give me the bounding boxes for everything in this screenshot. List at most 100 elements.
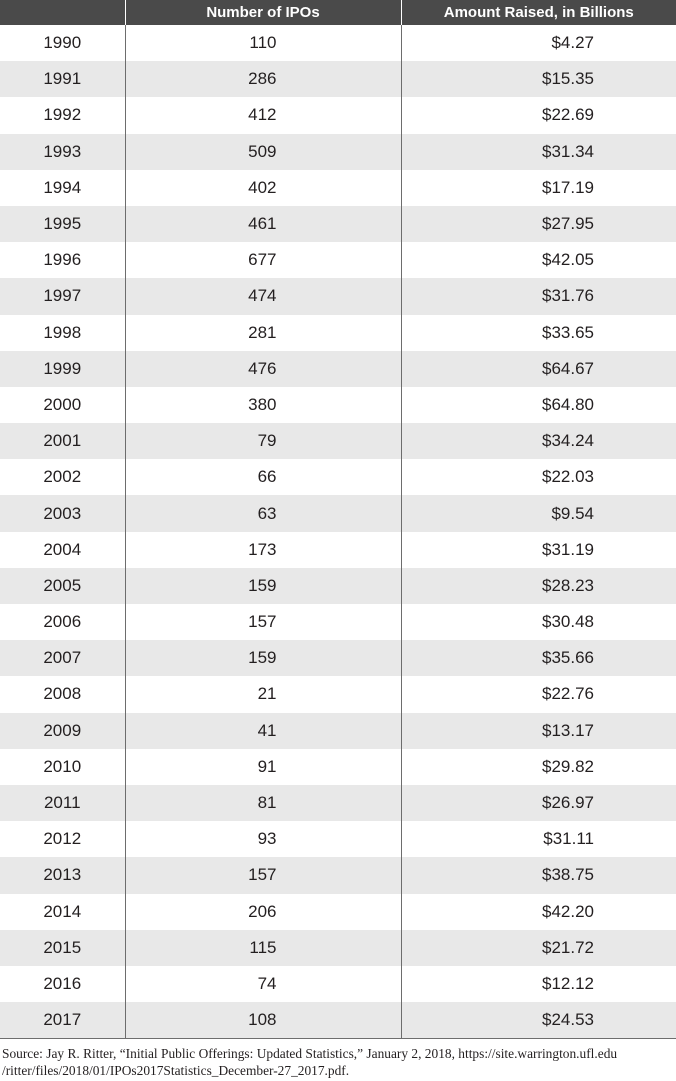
ipo-count-cell: 41 xyxy=(124,712,401,749)
ipo-count-cell: 63 xyxy=(124,495,401,532)
amount-raised-cell: $12.12 xyxy=(400,965,676,1003)
year-cell: 2005 xyxy=(43,575,82,595)
ipo-count-cell: 286 xyxy=(124,61,401,98)
table-row: 2009 41 $13.17 xyxy=(0,712,676,749)
table-row: 1999 476 $64.67 xyxy=(0,350,676,387)
amount-raised-cell: $34.24 xyxy=(400,423,676,460)
ipo-count-cell: 91 xyxy=(124,748,401,785)
amount-raised-cell: $24.53 xyxy=(400,1002,676,1039)
ipo-count-cell: 380 xyxy=(124,386,401,424)
table-row: 2001 79 $34.24 xyxy=(0,423,676,460)
table-row: 1994 402 $17.19 xyxy=(0,169,676,206)
amount-raised-cell: $22.03 xyxy=(400,459,676,496)
table-row: 2017 108 $24.53 xyxy=(0,1002,676,1039)
amount-raised-cell: $9.54 xyxy=(400,495,676,532)
year-cell: 2006 xyxy=(43,612,82,632)
ipo-count-cell: 509 xyxy=(124,133,401,170)
source-line-1: Source: Jay R. Ritter, “Initial Public O… xyxy=(2,1045,618,1061)
ipo-count-cell: 402 xyxy=(124,169,401,206)
table-row: 2010 91 $29.82 xyxy=(0,748,676,785)
ipo-count-cell: 461 xyxy=(124,205,401,243)
year-cell: 1993 xyxy=(43,141,82,161)
amount-raised-cell: $64.80 xyxy=(400,386,676,424)
ipo-count-cell: 74 xyxy=(124,965,401,1003)
table-row: 2002 66 $22.03 xyxy=(0,459,676,496)
year-cell: 2017 xyxy=(0,1002,125,1039)
year-cell: 2000 xyxy=(43,394,82,414)
table-row: 2014 206 $42.20 xyxy=(0,893,676,930)
ipo-count-cell: 412 xyxy=(124,97,401,134)
table-row: 2006 157 $30.48 xyxy=(0,604,676,641)
ipo-statistics-table: Number of IPOs Amount Raised, in Billion… xyxy=(0,0,676,1039)
year-cell: 2009 xyxy=(43,720,82,740)
ipo-count-cell: 108 xyxy=(124,1002,401,1039)
header-year xyxy=(0,0,125,25)
amount-raised-cell: $22.69 xyxy=(400,97,676,134)
amount-raised-cell: $21.72 xyxy=(400,929,676,966)
ipo-count-cell: 157 xyxy=(124,604,401,641)
table-row: 1991 286 $15.35 xyxy=(0,61,676,98)
amount-raised-cell: $15.35 xyxy=(400,61,676,98)
year-cell: 1997 xyxy=(43,286,82,306)
amount-raised-cell: $22.76 xyxy=(400,676,676,713)
table-row: 1996 677 $42.05 xyxy=(0,242,676,279)
amount-raised-cell: $27.95 xyxy=(400,205,676,243)
table-row: 2011 81 $26.97 xyxy=(0,784,676,822)
table-row: 1990 110 $4.27 xyxy=(0,25,676,62)
amount-raised-cell: $31.19 xyxy=(400,531,676,568)
amount-raised-cell: $31.76 xyxy=(400,278,676,315)
amount-raised-cell: $4.27 xyxy=(400,25,676,62)
year-cell: 2007 xyxy=(43,648,82,668)
table-row: 1992 412 $22.69 xyxy=(0,97,676,134)
year-cell: 1999 xyxy=(43,358,82,378)
year-cell: 2010 xyxy=(43,756,82,776)
year-cell: 2008 xyxy=(43,684,82,704)
table-row: 1997 474 $31.76 xyxy=(0,278,676,315)
header-amount-raised: Amount Raised, in Billions xyxy=(400,0,676,25)
year-cell: 1996 xyxy=(43,250,82,270)
year-cell: 1991 xyxy=(43,69,82,89)
amount-raised-cell: $29.82 xyxy=(400,748,676,785)
ipo-count-cell: 81 xyxy=(124,784,401,822)
amount-raised-cell: $64.67 xyxy=(400,350,676,387)
amount-raised-cell: $26.97 xyxy=(400,784,676,822)
table-row: 2000 380 $64.80 xyxy=(0,386,676,424)
year-cell: 1998 xyxy=(43,322,82,342)
amount-raised-cell: $33.65 xyxy=(400,314,676,351)
table-row: 2013 157 $38.75 xyxy=(0,857,676,894)
amount-raised-cell: $31.34 xyxy=(400,133,676,170)
table-row: 1995 461 $27.95 xyxy=(0,205,676,243)
table-row: 2015 115 $21.72 xyxy=(0,929,676,966)
ipo-count-cell: 281 xyxy=(124,314,401,351)
header-row: Number of IPOs Amount Raised, in Billion… xyxy=(0,0,676,25)
amount-raised-cell: $42.05 xyxy=(400,242,676,279)
year-cell: 2003 xyxy=(43,503,82,523)
amount-raised-cell: $31.11 xyxy=(400,821,676,858)
ipo-count-cell: 474 xyxy=(124,278,401,315)
year-cell: 1990 xyxy=(43,33,82,53)
year-cell: 2013 xyxy=(43,865,82,885)
year-cell: 2014 xyxy=(43,901,82,921)
amount-raised-cell: $17.19 xyxy=(400,169,676,206)
year-cell: 2004 xyxy=(43,539,82,559)
year-cell: 2016 xyxy=(43,973,82,993)
table-row: 2012 93 $31.11 xyxy=(0,821,676,858)
ipo-count-cell: 173 xyxy=(124,531,401,568)
table-body: 1990 110 $4.27 1991 286 $15.35 1992 412 $22.69 19… xyxy=(0,25,676,1039)
ipo-count-cell: 110 xyxy=(124,25,401,62)
table-row: 2005 159 $28.23 xyxy=(0,567,676,604)
ipo-count-cell: 115 xyxy=(124,929,401,966)
amount-raised-cell: $38.75 xyxy=(400,857,676,894)
table-row: 2008 21 $22.76 xyxy=(0,676,676,713)
year-cell: 2011 xyxy=(43,793,81,813)
year-cell: 2002 xyxy=(43,467,82,487)
amount-raised-cell: $13.17 xyxy=(400,712,676,749)
ipo-count-cell: 206 xyxy=(124,893,401,930)
ipo-count-cell: 157 xyxy=(124,857,401,894)
amount-raised-cell: $28.23 xyxy=(400,567,676,604)
year-cell: 1992 xyxy=(43,105,82,125)
ipo-count-cell: 677 xyxy=(124,242,401,279)
amount-raised-cell: $35.66 xyxy=(400,640,676,677)
year-cell: 2015 xyxy=(43,937,82,957)
table-header: Number of IPOs Amount Raised, in Billion… xyxy=(0,0,676,25)
